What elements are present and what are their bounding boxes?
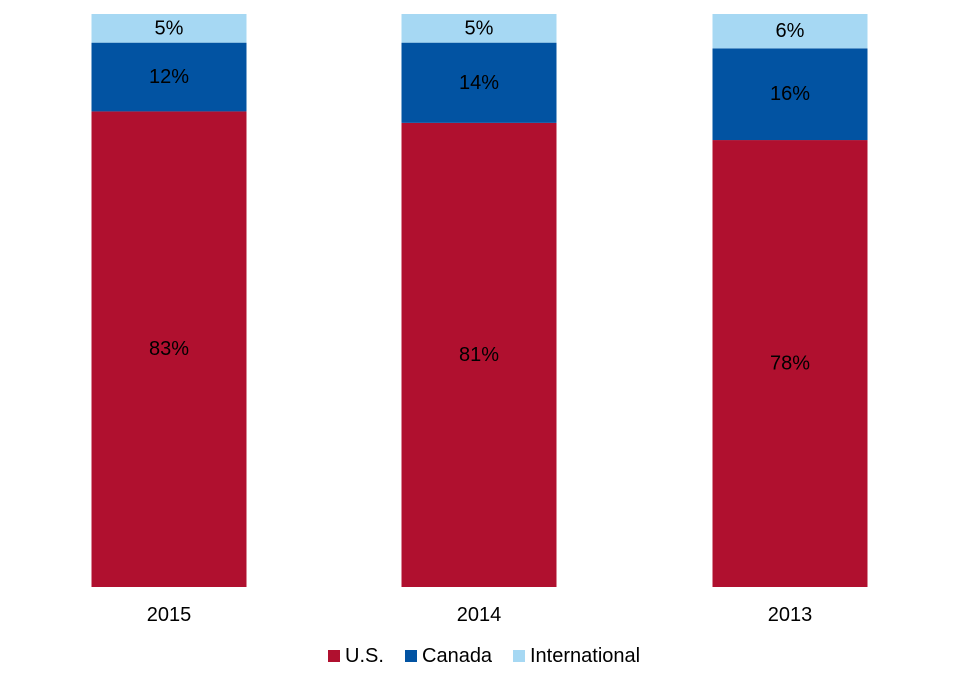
x-axis-ticks: 2015 2014 2013 bbox=[147, 604, 813, 626]
data-label-international-2015: 5% bbox=[155, 17, 184, 39]
bar-u-s-2014 bbox=[401, 122, 557, 588]
legend-swatch-international bbox=[513, 650, 525, 662]
bar-canada-2014 bbox=[401, 42, 557, 123]
legend-swatch-u-s bbox=[328, 650, 340, 662]
bar-canada-2013 bbox=[712, 48, 868, 141]
data-label-u-s-2015: 83% bbox=[149, 338, 189, 360]
data-label-international-2014: 5% bbox=[465, 17, 494, 39]
legend-label-canada: Canada bbox=[422, 645, 493, 667]
legend-label-international: International bbox=[530, 645, 640, 667]
bar-u-s-2013 bbox=[712, 140, 868, 587]
bar-international-2015 bbox=[91, 14, 247, 43]
data-label-canada-2014: 14% bbox=[459, 72, 499, 94]
x-tick-label-2014: 2014 bbox=[457, 604, 502, 626]
x-tick-label-2015: 2015 bbox=[147, 604, 192, 626]
bar-international-2014 bbox=[401, 14, 557, 43]
bar-u-s-2015 bbox=[91, 111, 247, 587]
x-tick-label-2013: 2013 bbox=[768, 604, 813, 626]
data-label-canada-2013: 16% bbox=[770, 83, 810, 105]
data-label-canada-2015: 12% bbox=[149, 66, 189, 88]
plot-area: 83% 12% 5% 81% 14% 5% 78% 16% 6% bbox=[91, 14, 868, 588]
legend: U.S. Canada International bbox=[328, 645, 640, 667]
data-label-u-s-2014: 81% bbox=[459, 344, 499, 366]
legend-swatch-canada bbox=[405, 650, 417, 662]
data-label-u-s-2013: 78% bbox=[770, 353, 810, 375]
data-label-international-2013: 6% bbox=[776, 20, 805, 42]
bar-international-2013 bbox=[712, 14, 868, 49]
bar-canada-2015 bbox=[91, 42, 247, 112]
legend-label-u-s: U.S. bbox=[345, 645, 384, 667]
